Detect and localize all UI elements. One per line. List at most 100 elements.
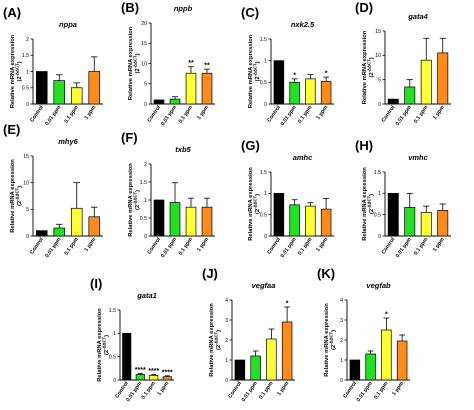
y-axis-label: Relative mRNA expression [209,303,215,377]
y-tick-label: 1 [144,198,147,204]
gene-title: txb5 [175,145,191,154]
x-tick-label: Control [29,104,45,123]
bar-0_01-ppm [404,86,416,105]
bar-Control [273,192,285,237]
bar-Control [387,98,399,105]
significance-label: ** [188,60,194,67]
bar-0_1-ppm [185,206,197,237]
gene-title: mhy6 [58,137,78,146]
x-tick-label: 0.1 ppm [413,104,430,124]
y-tick-label: 0.5 [109,354,116,360]
x-tick-label: 1 ppm [84,104,98,120]
bar-1-ppm [88,216,101,237]
y-tick-label: 1 [113,331,116,337]
panel-label: (B) [121,0,139,15]
bar-0_1-ppm [381,329,392,381]
y-tick-label: 0 [264,234,267,240]
y-axis-formula: (2-ΔΔCT) [15,61,24,81]
x-tick-label: 0.01 ppm [44,104,62,126]
y-tick-label: 0 [264,102,267,108]
bar-0_1-ppm [266,338,277,381]
panel-label: (F) [121,130,138,145]
x-tick-label: 0.01 ppm [241,380,259,402]
x-tick-label: Control [227,380,243,399]
x-tick-label: 0.01 ppm [44,236,62,258]
y-tick-label: 0 [144,102,147,108]
y-axis-formula: (2-ΔΔCT) [329,330,338,350]
panel-gata4: (D) gata4 0 5 10 15 Relative mRNA expression (2… [355,0,451,127]
y-axis-label: Relative mRNA expression [248,167,254,241]
bar-1-ppm [162,376,172,381]
gene-title: amhc [293,153,313,162]
y-tick-label: 0.5 [22,86,29,92]
x-tick-label: 0.1 ppm [63,236,80,256]
significance-label: **** [135,367,146,374]
bar-1-ppm [320,81,332,105]
bar-Control [35,230,48,237]
y-axis-formula: (2-ΔΔCT) [102,335,111,355]
y-axis-formula: (2-ΔΔCT) [214,330,223,350]
panel-label: (G) [241,138,260,153]
x-tick-label: 0.1 ppm [413,236,430,256]
bar-Control [153,99,165,105]
x-tick-label: 1 ppm [315,104,329,120]
panel-nppa: (A) nppa 0 0.5 1 1.5 2 Relative mRNA expression… [3,5,103,127]
y-tick-label: 2 [26,37,29,43]
y-tick-label: 4 [340,298,343,304]
x-tick-label: 1 ppm [157,380,171,396]
y-tick-label: 1.5 [260,170,267,176]
x-tick-label: 1 ppm [391,380,405,396]
panel-amhc: (G) amhc 0 0.5 1 1.5 Relative mRNA expression(… [241,138,334,259]
gene-title: nppb [174,4,193,13]
x-tick-label: 0.1 ppm [63,104,80,124]
gene-title: nppa [59,20,77,29]
bar-1-ppm [88,71,101,105]
x-tick-label: 1 ppm [84,236,98,252]
panel-nxk2.5: (C) nxk2.5 0 0.5 1 1.5 Relative mRNA expressio… [241,5,334,127]
panel-label: (J) [202,266,218,281]
y-tick-label: 15 [375,29,381,35]
y-axis-label: Relative mRNA expression [324,303,330,377]
x-tick-label: Control [342,380,358,399]
gene-title: vmhc [408,153,428,162]
bar-Control [273,60,285,105]
significance-label: * [385,312,388,319]
significance-label: * [325,71,328,78]
y-axis-formula: (2-ΔΔCT) [253,61,262,81]
panel-vegfaa: (J) vegfaa 0 1 2 3 4 Relative mRNA expression (2… [202,266,295,403]
y-axis-formula: (2-ΔΔCT) [133,190,142,210]
x-tick-label: 0.01 ppm [395,236,413,258]
bar-0_1-ppm [185,72,197,105]
x-tick-label: Control [146,104,162,123]
significance-label: * [293,72,296,79]
bar-Control [153,199,165,237]
y-tick-label: 5 [378,77,381,83]
y-tick-label: 0 [144,234,147,240]
y-axis-formula: (2-ΔΔCT) [253,194,262,214]
y-axis-label: Relative mRNA expression [97,308,103,382]
x-tick-label: 1 ppm [196,104,210,120]
y-tick-label: 1.5 [140,180,147,186]
y-axis-label: Relative mRNA expression [362,167,368,241]
x-tick-label: 0.01 ppm [356,380,374,402]
bar-0_1-ppm [305,205,316,237]
bar-1-ppm [320,208,332,237]
y-tick-label: 3 [225,318,228,324]
bar-0_01-ppm [169,202,181,237]
x-tick-label: 0.01 ppm [280,236,298,258]
y-tick-label: 0.5 [260,80,267,86]
y-tick-label: 1.5 [374,170,381,176]
bar-0_01-ppm [135,374,145,381]
y-tick-label: 0 [378,102,381,108]
bar-Control [122,332,132,381]
bar-0_01-ppm [289,204,300,237]
gene-title: gata4 [407,12,428,21]
y-tick-label: 1 [26,69,29,75]
x-tick-label: 0.1 ppm [140,380,157,400]
y-tick-label: 0 [26,102,29,108]
x-tick-label: 0.1 ppm [178,104,195,124]
bar-Control [234,359,246,381]
x-tick-label: 1 ppm [276,380,290,396]
panel-txb5: (F) txb5 0 0.5 1 1.5 2 Relative mRNA expression… [121,130,215,259]
y-tick-label: 0 [378,234,381,240]
